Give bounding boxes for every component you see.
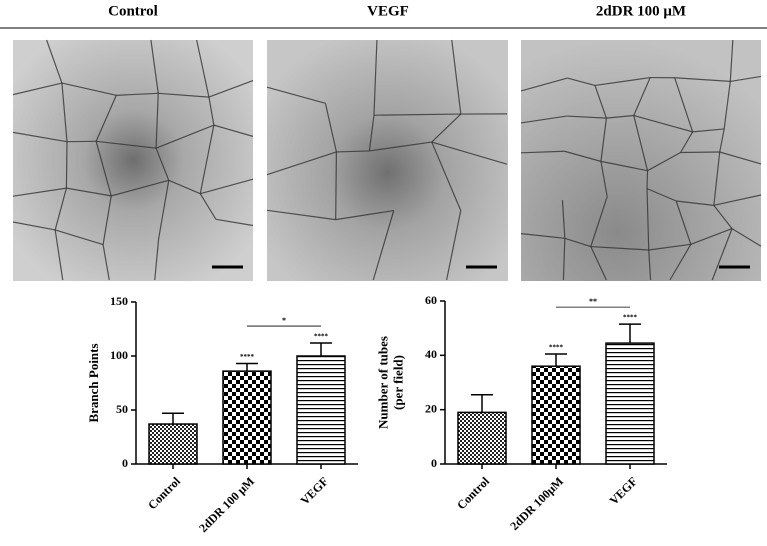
y-axis-label-line: (per field) [390, 355, 405, 410]
cell-tube [681, 152, 720, 153]
y-axis-label: Number of tubes(per field) [375, 336, 405, 429]
y-tick-label: 50 [116, 402, 128, 416]
y-tick-label: 0 [122, 456, 128, 470]
significance-label: **** [314, 333, 329, 341]
micrograph [13, 40, 253, 281]
y-tick-label: 150 [110, 294, 128, 308]
bar [149, 424, 197, 464]
x-tick-label: Control [145, 474, 183, 512]
micrograph [267, 40, 508, 281]
y-axis-label-line: Branch Points [86, 343, 101, 422]
bar [223, 371, 271, 464]
bar [297, 356, 345, 464]
panel-label: Control [108, 3, 158, 19]
y-tick-label: 60 [425, 293, 437, 307]
bar [458, 412, 506, 464]
y-tick-label: 100 [110, 348, 128, 362]
x-tick-label: VEGF [298, 474, 331, 507]
y-tick-label: 0 [431, 456, 437, 470]
micrograph [521, 40, 761, 281]
significance-label: **** [549, 344, 564, 352]
bar [532, 366, 580, 464]
comparison-label: * [282, 316, 286, 325]
cell-tube [66, 142, 67, 188]
y-axis-label: Branch Points [86, 343, 101, 422]
y-tick-label: 20 [425, 401, 437, 415]
panel-label: 2dDR 100 μM [596, 3, 686, 19]
significance-label: **** [240, 353, 255, 361]
bar [606, 343, 654, 464]
x-tick-label: 2dDR 100 μM [196, 474, 257, 535]
comparison-label: ** [589, 297, 597, 306]
significance-label: **** [623, 314, 638, 322]
panel-label: VEGF [367, 3, 409, 19]
micrographs [13, 40, 761, 281]
y-axis-label-line: Number of tubes [375, 336, 390, 429]
x-tick-label: VEGF [607, 474, 640, 507]
cell-tube [336, 152, 337, 220]
y-tick-label: 40 [425, 347, 437, 361]
x-tick-label: 2dDR 100μM [507, 474, 566, 533]
x-tick-label: Control [454, 474, 492, 512]
